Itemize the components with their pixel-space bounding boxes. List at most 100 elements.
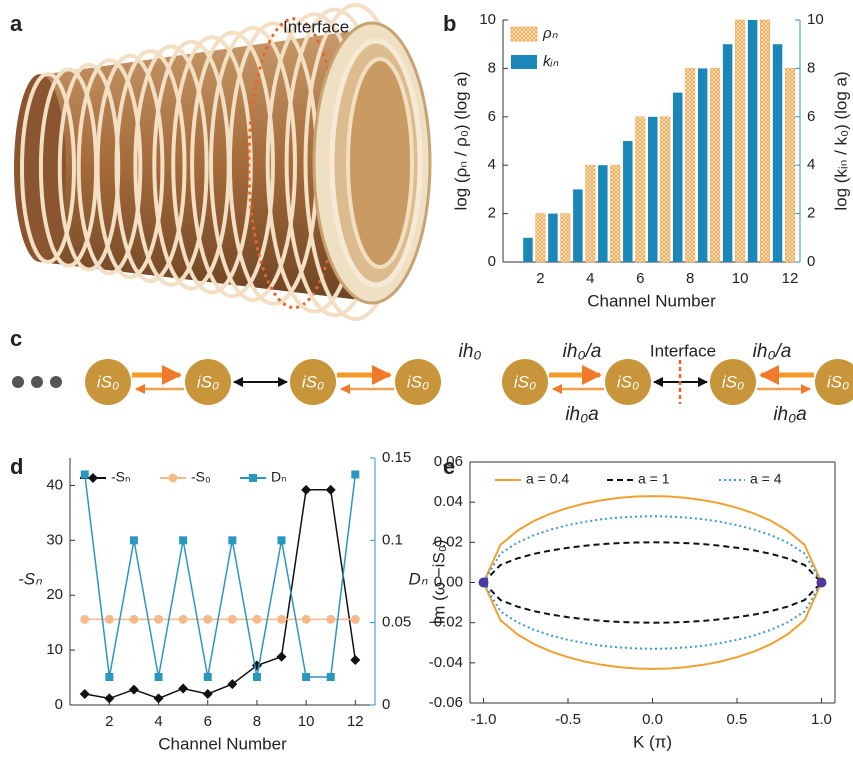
y-axis-label: -Sₙ: [18, 569, 42, 588]
x-tick-label: 2: [105, 713, 113, 730]
bar: [772, 44, 783, 263]
interface-label: Interface: [283, 17, 349, 36]
marker: [350, 654, 361, 665]
y-tick-label: 10: [479, 11, 496, 28]
marker: [154, 673, 163, 682]
panel-label: c: [10, 326, 22, 351]
legend-marker: [249, 474, 257, 482]
x-tick-label: 12: [782, 270, 799, 287]
y-tick-label: 0.00: [434, 573, 463, 590]
x-tick-label: 6: [636, 270, 644, 287]
marker: [301, 614, 311, 624]
y2-tick-label: 8: [807, 59, 815, 76]
ring: [133, 44, 209, 287]
bar: [785, 68, 796, 263]
point: [478, 577, 489, 588]
x-tick-label: -1.0: [471, 711, 497, 728]
bar: [697, 68, 708, 263]
y-tick-label: 8: [488, 59, 496, 76]
marker: [301, 484, 312, 495]
bar: [523, 237, 533, 262]
bar: [760, 19, 771, 263]
site-label: iS₀: [302, 372, 324, 391]
bar: [660, 116, 671, 263]
legend-label: ρₙ: [542, 25, 559, 42]
legend-marker: [88, 473, 98, 483]
x-tick-label: 1.0: [811, 711, 832, 728]
marker: [227, 679, 238, 690]
y-axis-label: Im (ω −iS₀): [429, 539, 448, 624]
x-tick-label: 10: [298, 713, 315, 730]
series-line: [84, 474, 357, 678]
bar: [598, 165, 608, 262]
marker: [276, 651, 287, 662]
marker: [302, 673, 311, 682]
legend-label: a = 4: [750, 471, 782, 487]
legend-marker: [168, 473, 178, 483]
y-tick-label: -0.02: [429, 614, 463, 631]
y-tick-label: 0: [55, 696, 63, 713]
legend-swatch: [511, 55, 537, 69]
marker: [178, 683, 189, 694]
site: [502, 359, 548, 405]
series-line: [482, 581, 823, 624]
site: [85, 359, 131, 405]
bar: [535, 213, 546, 263]
marker: [104, 614, 114, 624]
x-axis-label: K (π): [633, 732, 672, 751]
ring: [76, 58, 143, 276]
legend-label: a = 1: [638, 471, 670, 487]
x-tick-label: 4: [154, 713, 162, 730]
x-tick-label: 6: [204, 713, 212, 730]
x-tick-label: -0.5: [555, 711, 581, 728]
series-line: [84, 489, 357, 700]
coupling-label: ih₀a: [773, 404, 806, 425]
legend-label: Dₙ: [271, 469, 287, 485]
coupling-label: Interface: [650, 341, 716, 360]
ring: [95, 53, 165, 280]
bar: [735, 19, 746, 263]
ellipsis-dot: [31, 376, 43, 388]
bar: [648, 116, 658, 262]
coupling-label: ih₀: [459, 341, 482, 362]
y-tick-label: 30: [46, 531, 63, 548]
marker: [203, 673, 212, 682]
series-line: [482, 541, 823, 584]
x-tick-label: 4: [586, 270, 594, 287]
marker: [325, 484, 336, 495]
y2-axis-label: Dₙ: [408, 569, 427, 588]
marker: [105, 673, 114, 682]
bar: [560, 213, 571, 263]
y-tick-label: 0: [488, 253, 496, 270]
y2-tick-label: 0: [807, 253, 815, 270]
y-tick-label: 0.06: [434, 453, 463, 470]
ring: [20, 72, 76, 264]
y2-tick-label: 0: [382, 696, 390, 713]
site: [815, 359, 853, 405]
site: [290, 359, 336, 405]
y2-axis-label: log (kᵢₙ / k₀) (log a): [831, 71, 850, 210]
bar: [573, 189, 583, 262]
legend-swatch: [510, 26, 538, 42]
marker: [350, 614, 360, 624]
marker: [153, 693, 164, 704]
point: [816, 577, 827, 588]
marker: [326, 673, 335, 682]
marker: [203, 614, 213, 624]
y2-tick-label: 0.15: [382, 449, 411, 466]
site-label: iS₀: [617, 372, 639, 391]
bar: [610, 164, 621, 263]
y-tick-label: -0.04: [429, 654, 463, 671]
ring: [190, 30, 275, 299]
marker: [154, 614, 164, 624]
ring: [114, 49, 187, 283]
site: [185, 359, 231, 405]
site-label: iS₀: [407, 372, 429, 391]
ring: [209, 26, 297, 302]
marker: [80, 614, 90, 624]
ring: [171, 35, 253, 295]
marker: [252, 614, 262, 624]
y-tick-label: 4: [488, 156, 496, 173]
